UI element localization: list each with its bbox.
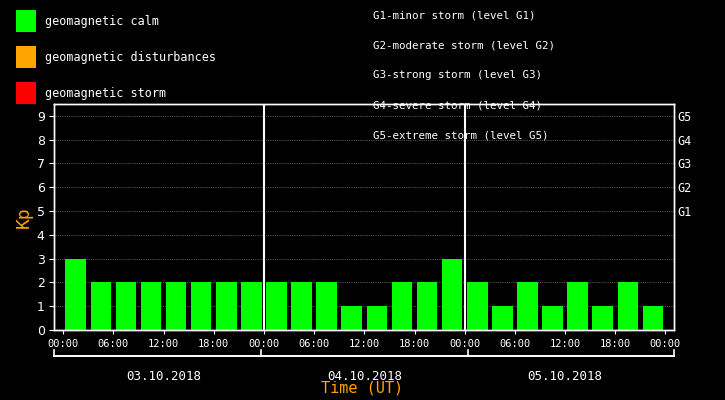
- Text: geomagnetic storm: geomagnetic storm: [45, 86, 166, 100]
- Bar: [492, 306, 513, 330]
- Text: G3-strong storm (level G3): G3-strong storm (level G3): [373, 70, 542, 80]
- Text: G4-severe storm (level G4): G4-severe storm (level G4): [373, 100, 542, 110]
- Bar: [367, 306, 387, 330]
- Bar: [568, 282, 588, 330]
- Bar: [417, 282, 437, 330]
- Text: 05.10.2018: 05.10.2018: [528, 370, 602, 383]
- Bar: [467, 282, 487, 330]
- Bar: [91, 282, 111, 330]
- Text: G2-moderate storm (level G2): G2-moderate storm (level G2): [373, 40, 555, 50]
- Bar: [642, 306, 663, 330]
- Bar: [592, 306, 613, 330]
- Bar: [191, 282, 212, 330]
- Bar: [115, 282, 136, 330]
- Text: geomagnetic calm: geomagnetic calm: [45, 14, 159, 28]
- Y-axis label: Kp: Kp: [14, 206, 33, 228]
- Bar: [392, 282, 413, 330]
- Bar: [341, 306, 362, 330]
- Bar: [65, 259, 86, 330]
- Bar: [266, 282, 287, 330]
- Bar: [166, 282, 186, 330]
- Bar: [618, 282, 638, 330]
- Bar: [442, 259, 463, 330]
- Text: geomagnetic disturbances: geomagnetic disturbances: [45, 50, 216, 64]
- Text: Time (UT): Time (UT): [321, 380, 404, 395]
- Bar: [291, 282, 312, 330]
- Bar: [141, 282, 161, 330]
- Bar: [542, 306, 563, 330]
- Bar: [241, 282, 262, 330]
- Bar: [316, 282, 337, 330]
- Text: 03.10.2018: 03.10.2018: [126, 370, 201, 383]
- Bar: [216, 282, 236, 330]
- Text: 04.10.2018: 04.10.2018: [327, 370, 402, 383]
- Text: G1-minor storm (level G1): G1-minor storm (level G1): [373, 10, 536, 20]
- Text: G5-extreme storm (level G5): G5-extreme storm (level G5): [373, 130, 549, 140]
- Bar: [517, 282, 538, 330]
